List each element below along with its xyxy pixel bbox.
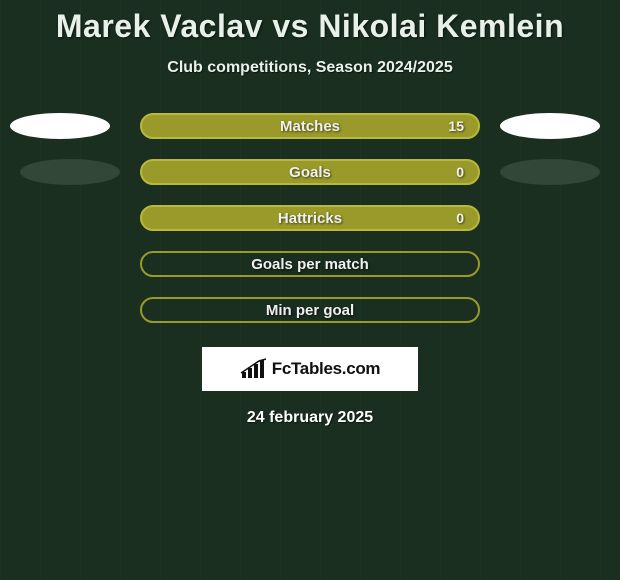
- stat-row: Goals 0: [0, 159, 620, 185]
- stat-label: Min per goal: [266, 302, 354, 319]
- stat-rows: Matches 15 Goals 0 Hattricks 0 Goals per…: [0, 113, 620, 323]
- stat-value: 0: [456, 210, 464, 226]
- stat-label: Goals per match: [251, 256, 369, 273]
- stat-bar: Hattricks 0: [140, 205, 480, 231]
- stat-label: Hattricks: [278, 210, 342, 227]
- logo-box: FcTables.com: [202, 347, 418, 391]
- stat-bar: Matches 15: [140, 113, 480, 139]
- bar-chart-icon: [240, 358, 268, 380]
- stat-bar: Goals per match: [140, 251, 480, 277]
- page-title: Marek Vaclav vs Nikolai Kemlein: [0, 0, 620, 45]
- stat-row: Goals per match: [0, 251, 620, 277]
- stat-row: Min per goal: [0, 297, 620, 323]
- stat-value: 15: [448, 118, 464, 134]
- stat-value: 0: [456, 164, 464, 180]
- subtitle: Club competitions, Season 2024/2025: [0, 59, 620, 77]
- logo-text: FcTables.com: [272, 359, 381, 379]
- left-ellipse: [20, 159, 120, 185]
- right-ellipse: [500, 159, 600, 185]
- left-ellipse: [10, 113, 110, 139]
- stat-row: Matches 15: [0, 113, 620, 139]
- date-label: 24 february 2025: [0, 409, 620, 427]
- stat-label: Goals: [289, 164, 331, 181]
- stat-label: Matches: [280, 118, 340, 135]
- right-ellipse: [500, 113, 600, 139]
- stat-row: Hattricks 0: [0, 205, 620, 231]
- stat-bar: Min per goal: [140, 297, 480, 323]
- stat-bar: Goals 0: [140, 159, 480, 185]
